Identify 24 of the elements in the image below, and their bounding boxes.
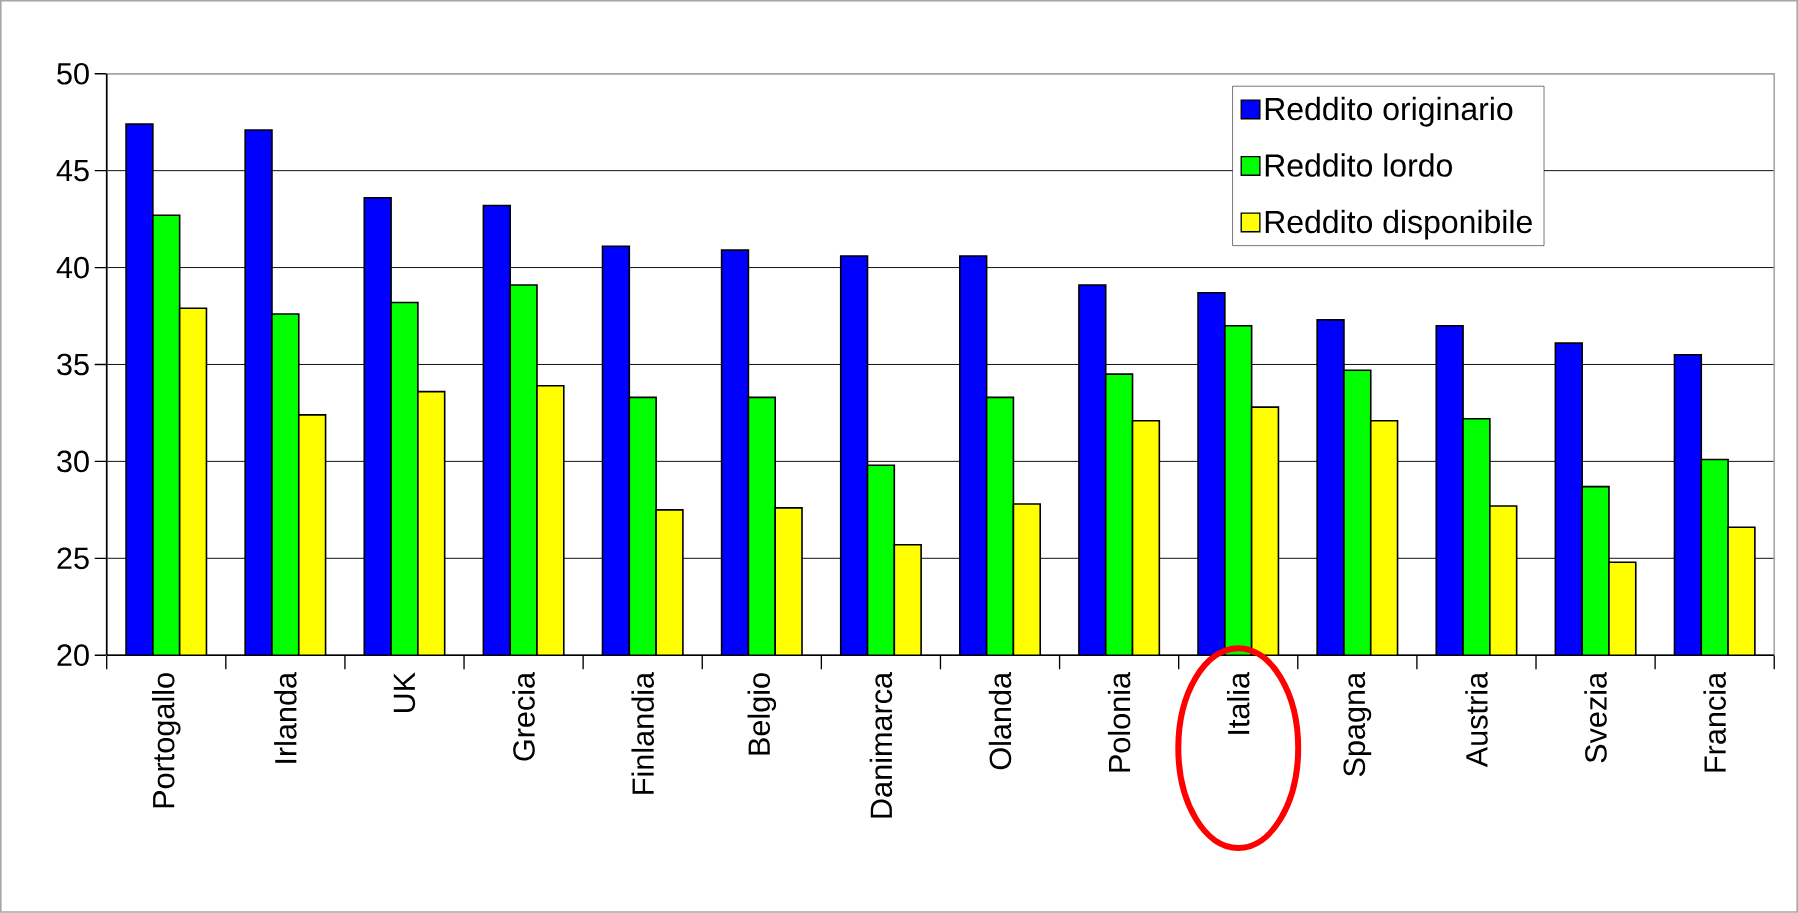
- y-tick-label: 35: [57, 353, 89, 376]
- x-tick-label: Italia: [1226, 672, 1250, 734]
- x-tick-label: Austria: [1465, 672, 1488, 768]
- y-tick-label: 25: [57, 547, 89, 570]
- x-tick-label: Grecia: [512, 672, 535, 761]
- x-tick-label: Polonia: [1107, 672, 1131, 772]
- x-tick-label: Finlandia: [631, 672, 654, 794]
- x-tick-label: Spagna: [1343, 672, 1372, 777]
- x-tick-label: Francia: [1703, 672, 1726, 772]
- x-tick-label: UK: [393, 672, 416, 713]
- legend-label: Reddito lordo: [1265, 153, 1452, 177]
- x-tick-label: Olanda: [988, 672, 1012, 770]
- x-tick-label: Portogallo: [151, 673, 181, 808]
- x-tick-label: Irlanda: [274, 672, 297, 763]
- y-tick-label: 40: [56, 256, 89, 279]
- x-tick-label: Svezia: [1584, 672, 1607, 763]
- y-tick-label: 20: [57, 644, 89, 667]
- legend-label: Reddito originario: [1265, 96, 1513, 127]
- y-tick-label: 45: [56, 160, 89, 182]
- legend-label: Reddito disponibile: [1265, 209, 1532, 240]
- x-tick-label: Belgio: [747, 673, 777, 755]
- x-tick-label: Danimarca: [869, 672, 893, 818]
- y-tick-label: 30: [57, 450, 89, 473]
- y-tick-label: 50: [57, 62, 89, 85]
